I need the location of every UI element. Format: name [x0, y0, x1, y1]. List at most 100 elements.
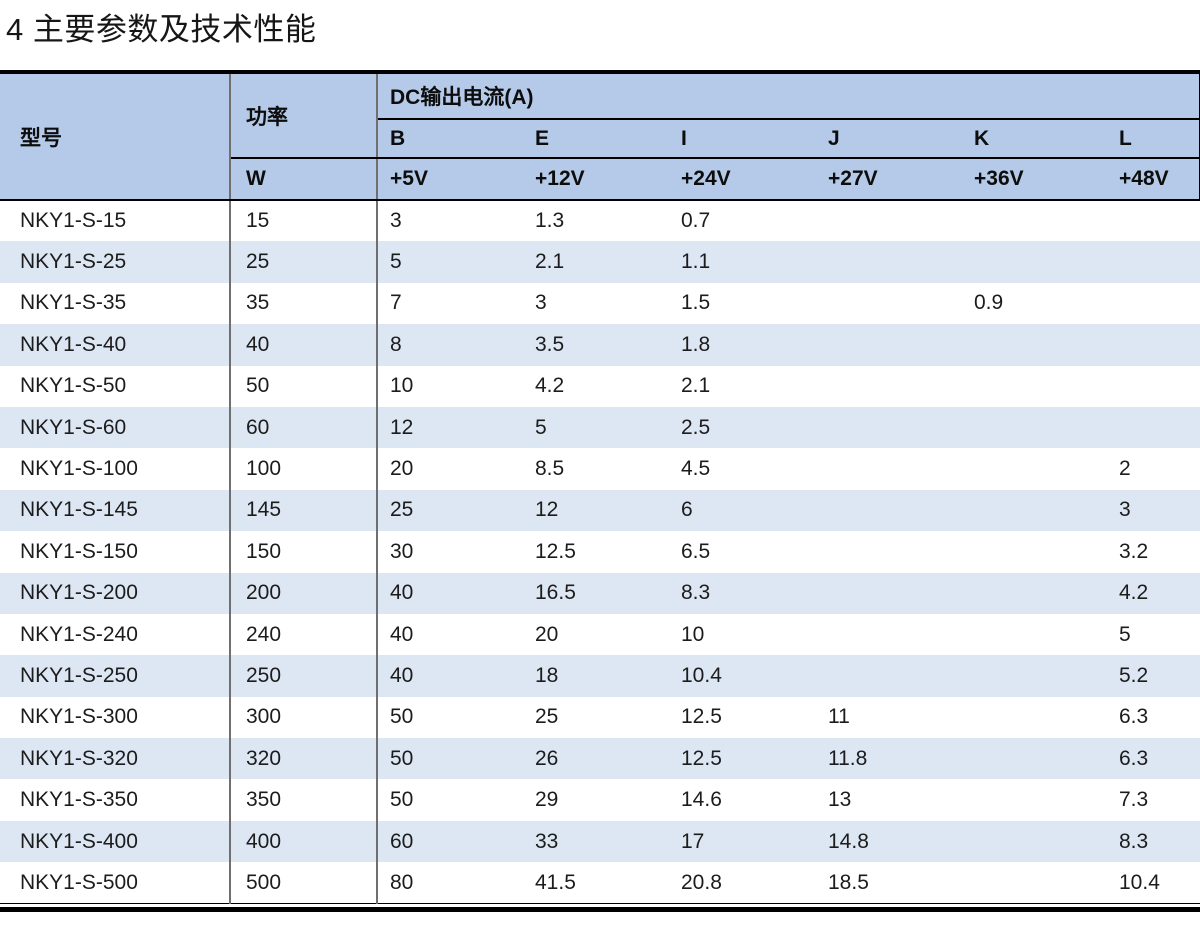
table-row: NKY1-S-500 500 80 41.5 20.8 18.5 10.4 [0, 862, 1200, 904]
header-channel-e: E [523, 119, 669, 159]
power-cell: 400 [230, 820, 378, 863]
current-cell: 14.8 [828, 829, 869, 853]
current-cell: 10 [390, 374, 414, 398]
header-voltage-12v: +12V [523, 158, 669, 201]
current-cell [816, 200, 962, 241]
power-cell: 60 [230, 406, 378, 449]
header-voltage-36v: +36V [962, 158, 1107, 201]
header-dc-output-group: DC输出电流(A) [377, 72, 1200, 120]
power-cell: 500 [230, 862, 378, 904]
table-row: NKY1-S-300 300 50 25 12.5 11 6.3 [0, 696, 1200, 739]
table-row: NKY1-S-400 400 60 33 17 14.8 8.3 [0, 820, 1200, 863]
current-cell: 41.5 [535, 870, 576, 894]
current-cell: 80 [390, 870, 414, 894]
model-cell: NKY1-S-300 [0, 696, 231, 739]
power-cell: 15 [230, 200, 378, 242]
current-cell: 11 [828, 705, 850, 729]
current-cell [962, 448, 1107, 489]
current-cell: 26 [535, 746, 559, 770]
current-cell: 6.3 [1119, 746, 1149, 770]
header-voltage-48v: +48V [1107, 158, 1200, 201]
model-cell: NKY1-S-400 [0, 820, 231, 863]
current-cell: 12 [390, 415, 414, 439]
model-cell: NKY1-S-200 [0, 572, 231, 614]
power-cell: 300 [230, 696, 378, 739]
table-body: NKY1-S-15 15 3 1.3 0.7 NKY1-S-25 25 5 2.1 1.1 NKY1… [0, 200, 1200, 904]
current-cell: 12 [535, 498, 559, 522]
current-cell: 20.8 [681, 870, 722, 894]
header-voltage-5v: +5V [377, 158, 523, 201]
current-cell: 25 [390, 498, 414, 522]
current-cell: 1.3 [535, 209, 565, 233]
current-cell [962, 531, 1107, 572]
current-cell: 8.3 [681, 581, 711, 605]
power-cell: 25 [230, 241, 378, 283]
power-cell: 100 [230, 448, 378, 490]
current-cell: 25 [535, 705, 559, 729]
current-cell: 1.8 [681, 332, 711, 356]
current-cell: 16.5 [535, 581, 576, 605]
power-cell: 50 [230, 365, 378, 407]
current-cell [816, 241, 962, 282]
current-cell: 3 [1119, 498, 1131, 522]
current-cell [962, 779, 1107, 820]
current-cell: 2.1 [535, 250, 565, 274]
header-channel-j: J [816, 119, 962, 159]
current-cell: 11.8 [828, 746, 868, 770]
header-channel-l: L [1107, 119, 1200, 159]
power-cell: 145 [230, 489, 378, 532]
table-row: NKY1-S-35 35 7 3 1.5 0.9 [0, 282, 1200, 325]
current-cell [1107, 283, 1200, 324]
current-cell [816, 531, 962, 572]
current-cell: 8 [390, 332, 402, 356]
table-row: NKY1-S-145 145 25 12 6 3 [0, 489, 1200, 532]
current-cell [962, 490, 1107, 531]
current-cell: 1.5 [681, 291, 711, 315]
current-cell: 1.1 [681, 250, 711, 274]
section-title: 4 主要参数及技术性能 [6, 12, 317, 47]
table-row: NKY1-S-60 60 12 5 2.5 [0, 406, 1200, 449]
current-cell: 0.7 [681, 209, 711, 233]
current-cell [816, 324, 962, 365]
model-cell: NKY1-S-35 [0, 282, 231, 325]
current-cell [962, 862, 1107, 903]
table-row: NKY1-S-100 100 20 8.5 4.5 2 [0, 448, 1200, 490]
model-cell: NKY1-S-100 [0, 448, 231, 490]
current-cell [816, 614, 962, 655]
current-cell [816, 283, 962, 324]
model-cell: NKY1-S-150 [0, 531, 231, 573]
current-cell: 40 [390, 581, 414, 605]
power-cell: 35 [230, 282, 378, 325]
current-cell [1107, 324, 1200, 365]
current-cell: 30 [390, 539, 414, 563]
current-cell: 2.5 [681, 415, 711, 439]
model-cell: NKY1-S-145 [0, 489, 231, 532]
current-cell [962, 738, 1107, 779]
header-channel-i: I [669, 119, 816, 159]
current-cell: 14.6 [681, 788, 722, 812]
power-cell: 320 [230, 738, 378, 780]
current-cell: 4.2 [535, 374, 565, 398]
header-power-unit: W [230, 158, 378, 201]
current-cell: 4.5 [681, 457, 711, 481]
current-cell [962, 366, 1107, 407]
current-cell [816, 448, 962, 489]
model-cell: NKY1-S-320 [0, 738, 231, 780]
table-row: NKY1-S-15 15 3 1.3 0.7 [0, 200, 1200, 242]
model-cell: NKY1-S-25 [0, 241, 231, 283]
current-cell [962, 614, 1107, 655]
header-row-voltages: W +5V +12V +24V +27V +36V +48V [0, 158, 1200, 201]
current-cell: 12.5 [681, 705, 722, 729]
current-cell: 50 [390, 746, 414, 770]
current-cell: 6.5 [681, 539, 711, 563]
current-cell [962, 407, 1107, 448]
power-cell: 150 [230, 531, 378, 573]
current-cell: 10 [681, 622, 705, 646]
current-cell: 8.5 [535, 457, 565, 481]
current-cell: 40 [390, 663, 414, 687]
current-cell: 3.5 [535, 332, 565, 356]
current-cell: 17 [681, 829, 705, 853]
current-cell: 5.2 [1119, 663, 1149, 687]
header-power: 功率 [230, 72, 378, 159]
current-cell: 6.3 [1119, 705, 1149, 729]
